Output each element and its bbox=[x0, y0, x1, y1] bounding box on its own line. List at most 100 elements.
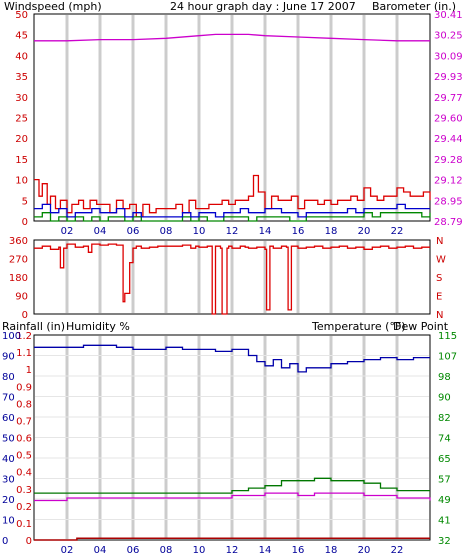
x-tick-label: 22 bbox=[391, 226, 404, 237]
left-tick-label: 40 bbox=[15, 51, 28, 62]
right-tick-label: 29.93 bbox=[434, 72, 463, 83]
graph-title: 24 hour graph day : June 17 2007 bbox=[170, 0, 356, 13]
rain-tick-label: 0.6 bbox=[16, 434, 32, 445]
grid-layer bbox=[35, 15, 429, 539]
right-tick-label: 30.25 bbox=[434, 31, 463, 42]
right-tick-label: 49 bbox=[438, 495, 451, 506]
rain-tick-label: 1.2 bbox=[16, 331, 32, 342]
x-tick-label: 14 bbox=[259, 545, 272, 556]
x-tick-label: 14 bbox=[259, 226, 272, 237]
left-tick-label: 20 bbox=[15, 134, 28, 145]
x-tick-label: 06 bbox=[127, 545, 140, 556]
left-tick-label: 15 bbox=[15, 155, 28, 166]
x-tick-label: 02 bbox=[61, 545, 74, 556]
tick-labels-layer: 5045403530252015105030.4130.2530.0929.93… bbox=[2, 10, 463, 556]
right-tick-label: N bbox=[436, 310, 443, 321]
x-tick-label: 20 bbox=[358, 545, 371, 556]
humidity-label: Humidity % bbox=[66, 320, 130, 333]
left-tick-label: 45 bbox=[15, 31, 28, 42]
barometer-label: Barometer (in.) bbox=[372, 0, 456, 13]
x-tick-label: 20 bbox=[358, 226, 371, 237]
left-tick-label: 270 bbox=[9, 255, 28, 266]
right-tick-label: 57 bbox=[438, 475, 451, 486]
humidity-tick-label: 90 bbox=[2, 352, 15, 363]
left-tick-label: 50 bbox=[15, 10, 28, 21]
left-tick-label: 10 bbox=[15, 176, 28, 187]
humidity-tick-label: 70 bbox=[2, 393, 15, 404]
x-tick-label: 18 bbox=[325, 545, 338, 556]
right-tick-label: 90 bbox=[438, 393, 451, 404]
right-tick-label: 29.60 bbox=[434, 114, 463, 125]
left-tick-label: 180 bbox=[9, 273, 28, 284]
x-tick-label: 02 bbox=[61, 226, 74, 237]
wind-direction-series bbox=[34, 243, 430, 315]
wind-gust-series bbox=[34, 174, 431, 218]
x-tick-label: 22 bbox=[391, 545, 404, 556]
humidity-tick-label: 10 bbox=[2, 516, 15, 527]
left-tick-label: 0 bbox=[22, 310, 28, 321]
x-tick-label: 12 bbox=[226, 545, 239, 556]
humidity-tick-label: 80 bbox=[2, 372, 15, 383]
left-tick-label: 0 bbox=[22, 217, 28, 228]
humidity-tick-label: 40 bbox=[2, 454, 15, 465]
humidity-tick-label: 0 bbox=[2, 536, 8, 547]
x-tick-label: 08 bbox=[160, 226, 173, 237]
right-tick-label: N bbox=[436, 236, 443, 247]
rain-tick-label: 1.1 bbox=[16, 348, 32, 359]
rain-tick-label: 0.9 bbox=[16, 382, 32, 393]
rain-tick-label: 0.1 bbox=[16, 519, 32, 530]
right-tick-label: 82 bbox=[438, 413, 451, 424]
right-tick-label: 29.77 bbox=[434, 93, 463, 104]
rain-tick-label: 0.8 bbox=[16, 399, 32, 410]
right-tick-label: 28.79 bbox=[434, 217, 463, 228]
humidity-tick-label: 30 bbox=[2, 475, 15, 486]
wind-average-series bbox=[34, 203, 430, 218]
x-tick-label: 08 bbox=[160, 545, 173, 556]
dew-point-series bbox=[34, 492, 431, 502]
rainfall-series bbox=[34, 537, 430, 541]
wind-lull-series bbox=[34, 212, 431, 222]
rain-tick-label: 0 bbox=[26, 536, 32, 547]
left-tick-label: 90 bbox=[15, 292, 28, 303]
right-tick-label: 29.44 bbox=[434, 134, 463, 145]
humidity-tick-label: 20 bbox=[2, 495, 15, 506]
right-tick-label: 29.28 bbox=[434, 155, 463, 166]
temperature-series bbox=[34, 477, 430, 494]
humidity-series bbox=[34, 344, 430, 373]
right-tick-label: 115 bbox=[438, 331, 457, 342]
rain-tick-label: 0.3 bbox=[16, 485, 32, 496]
windspeed-label: Windspeed (mph) bbox=[4, 0, 102, 13]
x-tick-label: 10 bbox=[193, 226, 206, 237]
x-tick-label: 12 bbox=[226, 226, 239, 237]
right-tick-label: 30.41 bbox=[434, 10, 463, 21]
x-tick-label: 18 bbox=[325, 226, 338, 237]
left-tick-label: 30 bbox=[15, 93, 28, 104]
right-tick-label: 30.09 bbox=[434, 51, 463, 62]
left-tick-label: 25 bbox=[15, 114, 28, 125]
x-tick-label: 16 bbox=[292, 545, 305, 556]
x-tick-label: 16 bbox=[292, 226, 305, 237]
rain-tick-label: 0.4 bbox=[16, 468, 32, 479]
right-tick-label: E bbox=[436, 292, 442, 303]
right-tick-label: 41 bbox=[438, 516, 451, 527]
right-tick-label: 29.12 bbox=[434, 176, 463, 187]
right-tick-label: 98 bbox=[438, 372, 451, 383]
x-tick-label: 04 bbox=[94, 226, 107, 237]
barometer-series bbox=[34, 33, 430, 42]
right-tick-label: 74 bbox=[438, 434, 451, 445]
series-layer bbox=[34, 33, 431, 541]
rain-tick-label: 0.7 bbox=[16, 416, 32, 427]
right-tick-label: 28.95 bbox=[434, 196, 463, 207]
right-tick-label: 65 bbox=[438, 454, 451, 465]
temperature-label: Temperature (°F) bbox=[311, 320, 406, 333]
left-tick-label: 5 bbox=[22, 196, 28, 207]
rain-tick-label: 0.5 bbox=[16, 451, 32, 462]
humidity-tick-label: 100 bbox=[2, 331, 21, 342]
x-tick-label: 10 bbox=[193, 545, 206, 556]
right-tick-label: 107 bbox=[438, 352, 457, 363]
humidity-tick-label: 60 bbox=[2, 413, 15, 424]
right-tick-label: S bbox=[436, 273, 442, 284]
dew-point-label: Dew Point bbox=[393, 320, 449, 333]
rainfall-label: Rainfall (in) bbox=[2, 320, 65, 333]
